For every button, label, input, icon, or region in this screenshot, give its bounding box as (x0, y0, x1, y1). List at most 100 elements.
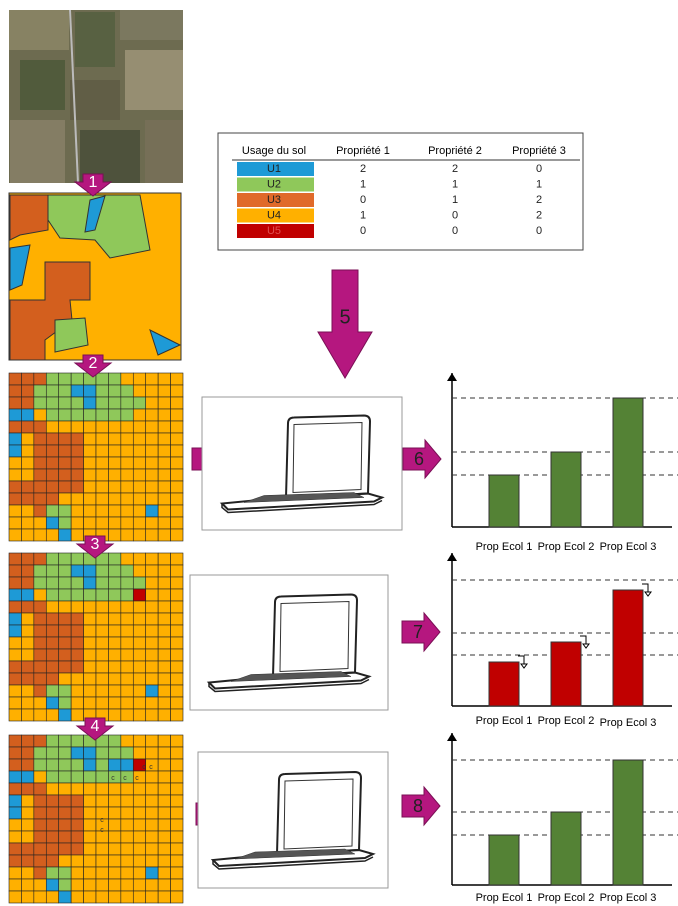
grid-cell (33, 782, 47, 796)
field (120, 10, 183, 40)
grid-cell (95, 468, 109, 482)
grid-cell (21, 806, 35, 820)
grid-cell (45, 842, 60, 856)
grid-cell (132, 612, 147, 626)
grid-cell (132, 708, 147, 722)
grid-cell (132, 696, 147, 710)
grid-cell (145, 782, 159, 796)
grid-cell (83, 384, 97, 398)
grid-cell (132, 806, 147, 820)
grid-cell (170, 696, 184, 710)
grid-cell (132, 854, 147, 868)
grid-cell (145, 432, 159, 446)
grid-cell (132, 818, 147, 832)
grid-cell (132, 420, 147, 434)
grid-cell (8, 492, 22, 506)
grid-cell (170, 504, 184, 518)
zone (84, 195, 106, 233)
grid-cell (70, 528, 84, 542)
grid-cell (157, 818, 171, 832)
grid-cell (83, 890, 97, 904)
grid-cell (33, 842, 47, 856)
grid-cell (145, 468, 159, 482)
grid-cell (108, 504, 122, 518)
grid-cell (132, 504, 147, 518)
grid-cell (120, 576, 134, 590)
grid-cell (145, 588, 159, 602)
grid-cell (108, 734, 122, 748)
grid-cell (83, 672, 97, 686)
grid-cell (108, 468, 122, 482)
grid-cell (58, 612, 72, 626)
grid-cell (21, 396, 35, 410)
grid-cell (45, 600, 60, 614)
grid-cell (58, 636, 72, 650)
grid-cell (170, 528, 184, 542)
grid-cell (83, 576, 97, 590)
grid-cell (157, 480, 171, 494)
grid-cell (108, 432, 122, 446)
grid-cell (21, 648, 35, 662)
grid-cell (33, 588, 47, 602)
grid-cell (21, 420, 35, 434)
grid-cell (108, 516, 122, 530)
grid-cell (8, 384, 22, 398)
grid-cell (108, 588, 122, 602)
grid-cell (70, 734, 84, 748)
grid-cell (33, 468, 47, 482)
grid-cell (45, 770, 60, 784)
step-label: 2 (89, 355, 98, 372)
grid-cell (145, 830, 159, 844)
bar (612, 397, 644, 528)
table-header: Propriété 2 (428, 145, 482, 157)
grid-cell (170, 830, 184, 844)
zone (9, 261, 91, 361)
grid-cell (95, 612, 109, 626)
grid-cell (83, 588, 97, 602)
grid-cell (45, 432, 60, 446)
grid-cell (70, 746, 84, 760)
grid-cell (120, 708, 134, 722)
grid-cell (70, 504, 84, 518)
grid-cell (45, 396, 60, 410)
grid-cell (45, 878, 60, 892)
grid-cell (157, 890, 171, 904)
grid-cell (83, 420, 97, 434)
grid-cell (8, 420, 22, 434)
grid-cell (95, 516, 109, 530)
grid-cell (108, 684, 122, 698)
grid-cell (45, 528, 60, 542)
step-arrow (402, 438, 442, 480)
grid-cell (8, 480, 22, 494)
grid-cell (145, 734, 159, 748)
grid-cell (120, 866, 134, 880)
grid-cell (45, 588, 60, 602)
grid-cell (145, 420, 159, 434)
grid-cell (157, 806, 171, 820)
legend-swatch (237, 162, 314, 176)
grid-cell (21, 504, 35, 518)
bar (488, 834, 520, 886)
grid-cell (83, 842, 97, 856)
bar (550, 641, 582, 707)
grid-cell (45, 866, 60, 880)
grid-cell (108, 552, 122, 566)
grid-cell (83, 758, 97, 772)
grid-cell (170, 516, 184, 530)
grid-cell (8, 528, 22, 542)
grid-cell (120, 444, 134, 458)
grid-cell (21, 456, 35, 470)
grid-cell (21, 854, 35, 868)
grid-cell (70, 854, 84, 868)
grid-cell (58, 600, 72, 614)
grid-cell (33, 660, 47, 674)
grid-cell (157, 588, 171, 602)
grid-cell (157, 746, 171, 760)
grid-cell (45, 696, 60, 710)
grid-cell (157, 794, 171, 808)
step-arrow (401, 785, 441, 827)
grid-cell (95, 770, 109, 784)
grid-cell (45, 794, 60, 808)
grid-cell (170, 468, 184, 482)
grid-cell (95, 672, 109, 686)
